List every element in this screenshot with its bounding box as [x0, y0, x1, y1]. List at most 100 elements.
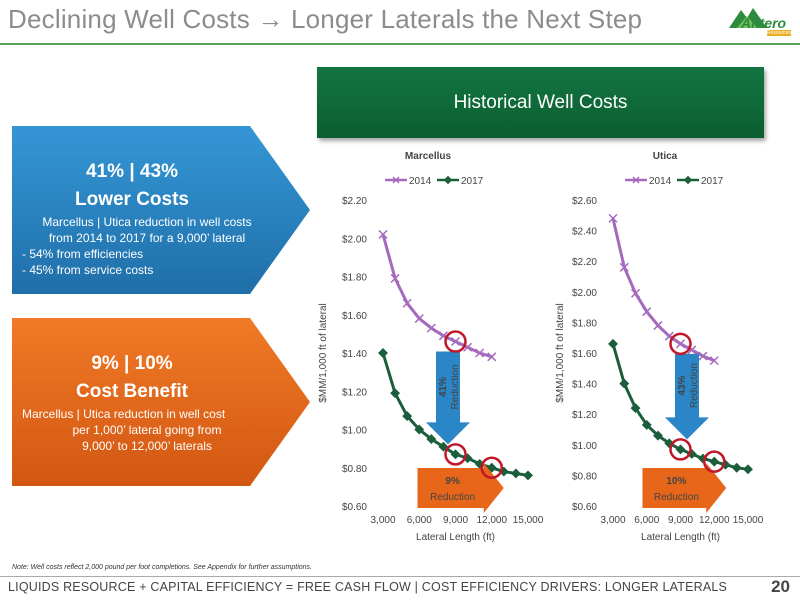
legend-label: 2014	[409, 176, 432, 187]
y-tick-label: $0.80	[342, 464, 367, 475]
legend-marker	[683, 175, 693, 185]
cost-benefit-headline-1: 9% | 10%	[91, 353, 173, 374]
data-point-2014	[475, 348, 485, 358]
highlight-circle	[444, 443, 467, 466]
legend-label: 2017	[701, 176, 724, 187]
data-point-2014	[426, 323, 436, 333]
legend-marker	[443, 175, 453, 185]
lower-costs-line-2: from 2014 to 2017 for a 9,000’ lateral	[48, 231, 246, 245]
page-number: 20	[771, 577, 790, 596]
data-point-2014	[709, 356, 719, 366]
cost-benefit-line-3: 9,000’ to 12,000’ laterals	[82, 439, 212, 453]
highlight-circle	[480, 456, 503, 479]
data-point-2017	[378, 348, 388, 358]
y-tick-label: $1.00	[342, 426, 367, 437]
data-point-2017	[510, 468, 521, 479]
header-divider	[0, 43, 800, 45]
y-axis-label: $MM/1,000 ft of lateral	[318, 303, 329, 403]
right-arrow-percent: 10%	[666, 476, 686, 487]
y-tick-label: $1.40	[342, 349, 367, 360]
right-arrow-label: Reduction	[654, 492, 699, 503]
legend-label: 2017	[461, 176, 484, 187]
data-point-2014	[698, 351, 708, 361]
data-point-2017	[402, 411, 413, 422]
x-axis-label: Lateral Length (ft)	[416, 532, 495, 543]
chart-title: Utica	[653, 151, 678, 162]
data-point-2014	[675, 339, 686, 349]
reduction-down-arrow	[665, 353, 709, 440]
lower-costs-callout: 41% | 43% Lower Costs Marcellus | Utica …	[12, 126, 312, 294]
footer-divider	[0, 576, 800, 577]
footer-text: LIQUIDS RESOURCE + CAPITAL EFFICIENCY = …	[8, 580, 728, 594]
highlight-circle	[444, 330, 467, 353]
mountain-logo-icon	[729, 8, 767, 28]
y-tick-label: $1.80	[572, 318, 597, 329]
lower-costs-bullet-2: - 45% from service costs	[22, 263, 154, 277]
company-logo: Antero Resources	[727, 4, 793, 38]
y-tick-label: $1.40	[572, 380, 597, 391]
callout-arrow-shape	[12, 318, 310, 486]
y-tick-label: $1.20	[342, 387, 367, 398]
y-tick-label: $2.00	[342, 234, 367, 245]
down-arrow-percent: 43%	[677, 375, 688, 395]
x-tick-label: 12,000	[699, 515, 730, 526]
reduction-right-arrow	[417, 463, 504, 513]
data-point-2017	[523, 470, 533, 481]
right-arrow-percent: 9%	[445, 476, 460, 487]
y-tick-label: $0.80	[572, 471, 597, 482]
x-tick-label: 3,000	[370, 515, 395, 526]
cost-benefit-callout: 9% | 10% Cost Benefit Marcellus | Utica …	[12, 318, 312, 486]
cost-benefit-line-2: per 1,000’ lateral going from	[72, 423, 222, 437]
data-point-2017	[619, 378, 630, 389]
highlight-circle	[669, 332, 692, 356]
y-tick-label: $1.60	[342, 311, 367, 322]
x-tick-label: 9,000	[443, 515, 468, 526]
y-tick-label: $0.60	[342, 502, 367, 513]
data-point-2014	[402, 298, 412, 308]
y-tick-label: $0.60	[572, 502, 597, 513]
panel-title: Historical Well Costs	[317, 67, 764, 138]
data-point-2017	[743, 464, 753, 475]
reduction-right-arrow	[642, 463, 727, 513]
x-tick-label: 12,000	[476, 515, 507, 526]
series-line-2014	[611, 218, 715, 362]
data-point-2017	[731, 462, 742, 473]
series-line-2014	[381, 234, 493, 359]
lower-costs-line-1: Marcellus | Utica reduction in well cost…	[42, 215, 252, 229]
data-point-2017	[641, 419, 652, 430]
y-tick-label: $2.00	[572, 288, 597, 299]
down-arrow-label: Reduction	[689, 363, 700, 408]
data-point-2017	[390, 388, 401, 399]
x-tick-label: 6,000	[634, 515, 659, 526]
legend-marker	[632, 176, 640, 184]
data-point-2014	[642, 307, 652, 317]
data-point-2014	[378, 229, 388, 239]
data-point-2017	[608, 338, 618, 349]
x-axis-label: Lateral Length (ft)	[641, 532, 720, 543]
data-point-2014	[619, 262, 629, 272]
y-tick-label: $1.20	[572, 410, 597, 421]
footnote: Note: Well costs reflect 2,000 pound per…	[12, 564, 312, 571]
legend-label: 2014	[649, 176, 672, 187]
chart-title: Marcellus	[405, 151, 452, 162]
x-tick-label: 9,000	[668, 515, 693, 526]
y-tick-label: $2.20	[572, 257, 597, 268]
data-point-2014	[608, 213, 618, 223]
data-point-2017	[675, 444, 686, 455]
y-tick-label: $2.60	[572, 196, 597, 207]
x-tick-label: 15,000	[733, 515, 764, 526]
cost-benefit-line-1: Marcellus | Utica reduction in well cost	[22, 407, 226, 421]
cost-benefit-headline-2: Cost Benefit	[76, 381, 188, 402]
legend-marker	[392, 176, 400, 184]
data-point-2014	[390, 273, 400, 283]
data-point-2017	[709, 456, 720, 467]
down-arrow-label: Reduction	[450, 364, 461, 409]
data-point-2014	[487, 352, 497, 362]
data-point-2014	[450, 336, 461, 347]
data-point-2017	[653, 430, 663, 441]
down-arrow-percent: 41%	[438, 377, 449, 397]
page-title: Declining Well Costs → Longer Laterals t…	[8, 4, 643, 34]
highlight-circle	[669, 438, 692, 461]
lower-costs-headline-1: 41% | 43%	[86, 161, 178, 182]
